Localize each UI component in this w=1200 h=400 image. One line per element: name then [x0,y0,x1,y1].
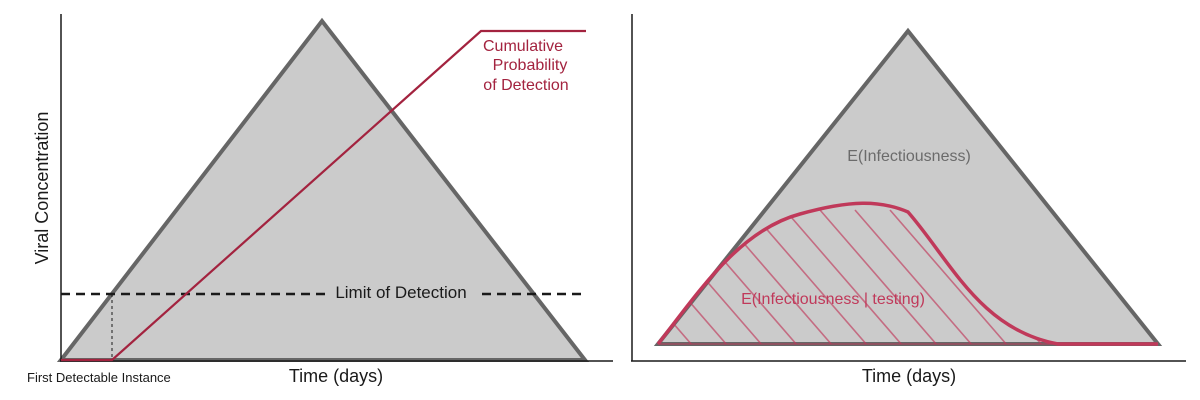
right-panel: E(Infectiousness) E(Infectiousness | tes… [631,14,1186,386]
cumulative-label-line-2: Probability [493,57,568,74]
left-y-axis-label: Viral Concentration [32,112,52,265]
conditional-infectiousness-curve [656,201,1158,346]
cumulative-label-line-1: Cumulative [483,38,563,55]
cumulative-detection-line [61,29,586,362]
left-panel: Limit of Detection Viral Concentration T… [27,14,613,386]
right-x-axis-label: Time (days) [862,366,956,386]
expected-infectiousness-label: E(Infectiousness) [847,148,971,165]
cumulative-label-line-3: of Detection [483,77,568,94]
viral-load-triangle [56,17,590,362]
left-x-axis-label: Time (days) [289,366,383,386]
first-detectable-label: First Detectable Instance [27,370,171,385]
limit-of-detection-label: Limit of Detection [335,283,466,302]
conditional-infectiousness-label: E(Infectiousness | testing) [741,291,925,308]
